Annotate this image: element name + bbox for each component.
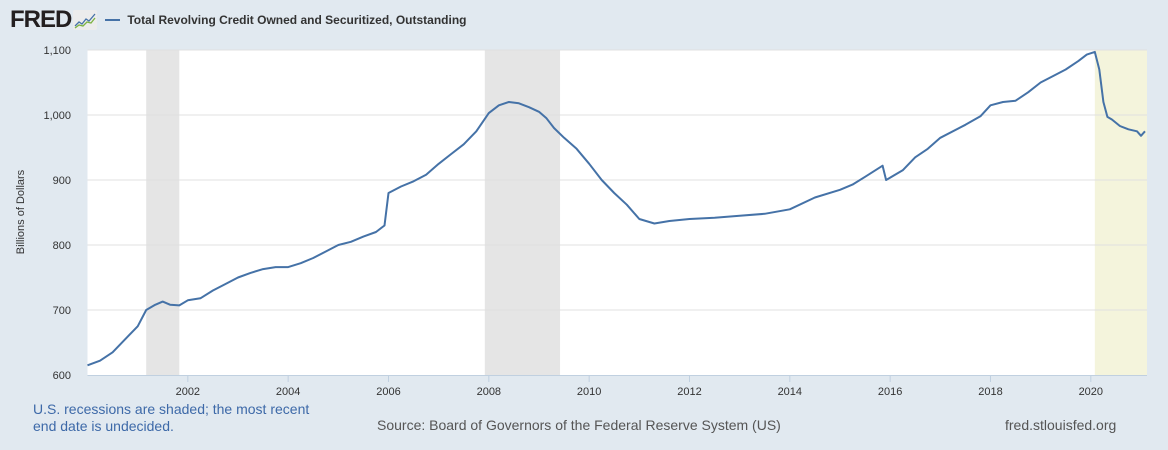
y-axis: 600 700 800 900 1,000 1,100 <box>43 45 71 382</box>
x-tick-label: 2018 <box>978 386 1002 398</box>
plot-area <box>87 50 1147 375</box>
recession-note: U.S. recessions are shaded; the most rec… <box>33 401 310 434</box>
x-tick-label: 2002 <box>176 386 200 398</box>
x-tick-label: 2008 <box>477 386 501 398</box>
series-line <box>87 50 1146 367</box>
chart-line-icon <box>73 10 98 30</box>
x-tick-label: 2016 <box>878 386 902 398</box>
x-tick-label: 2020 <box>1079 386 1103 398</box>
chart-header: FRED Total Revolving Credit Owned and Se… <box>10 6 466 34</box>
y-tick-label: 1,000 <box>43 110 71 122</box>
source-note: Source: Board of Governors of the Federa… <box>377 417 781 433</box>
y-tick-label: 700 <box>53 305 71 317</box>
x-tick-label: 2014 <box>778 386 802 398</box>
fred-logo[interactable]: FRED <box>10 6 72 33</box>
y-tick-label: 600 <box>53 370 71 382</box>
x-tick-label: 2004 <box>276 386 300 398</box>
gridlines <box>87 49 1147 311</box>
recession-band <box>484 50 561 375</box>
y-axis-title: Billions of Dollars <box>15 169 27 254</box>
x-tick-label: 2010 <box>577 386 601 398</box>
legend-label: Total Revolving Credit Owned and Securit… <box>127 13 467 27</box>
y-tick-label: 900 <box>53 175 71 187</box>
legend: Total Revolving Credit Owned and Securit… <box>105 13 466 27</box>
y-tick-label: 1,100 <box>43 45 71 57</box>
site-link[interactable]: fred.stlouisfed.org <box>1005 417 1117 433</box>
x-axis: 2002 2004 2006 2008 2010 2012 2014 2016 2018 2020 <box>87 375 1147 398</box>
x-tick-label: 2006 <box>376 386 400 398</box>
recession-band <box>146 50 180 375</box>
legend-swatch <box>105 19 121 21</box>
x-tick-label: 2012 <box>677 386 701 398</box>
y-tick-label: 800 <box>53 240 71 252</box>
